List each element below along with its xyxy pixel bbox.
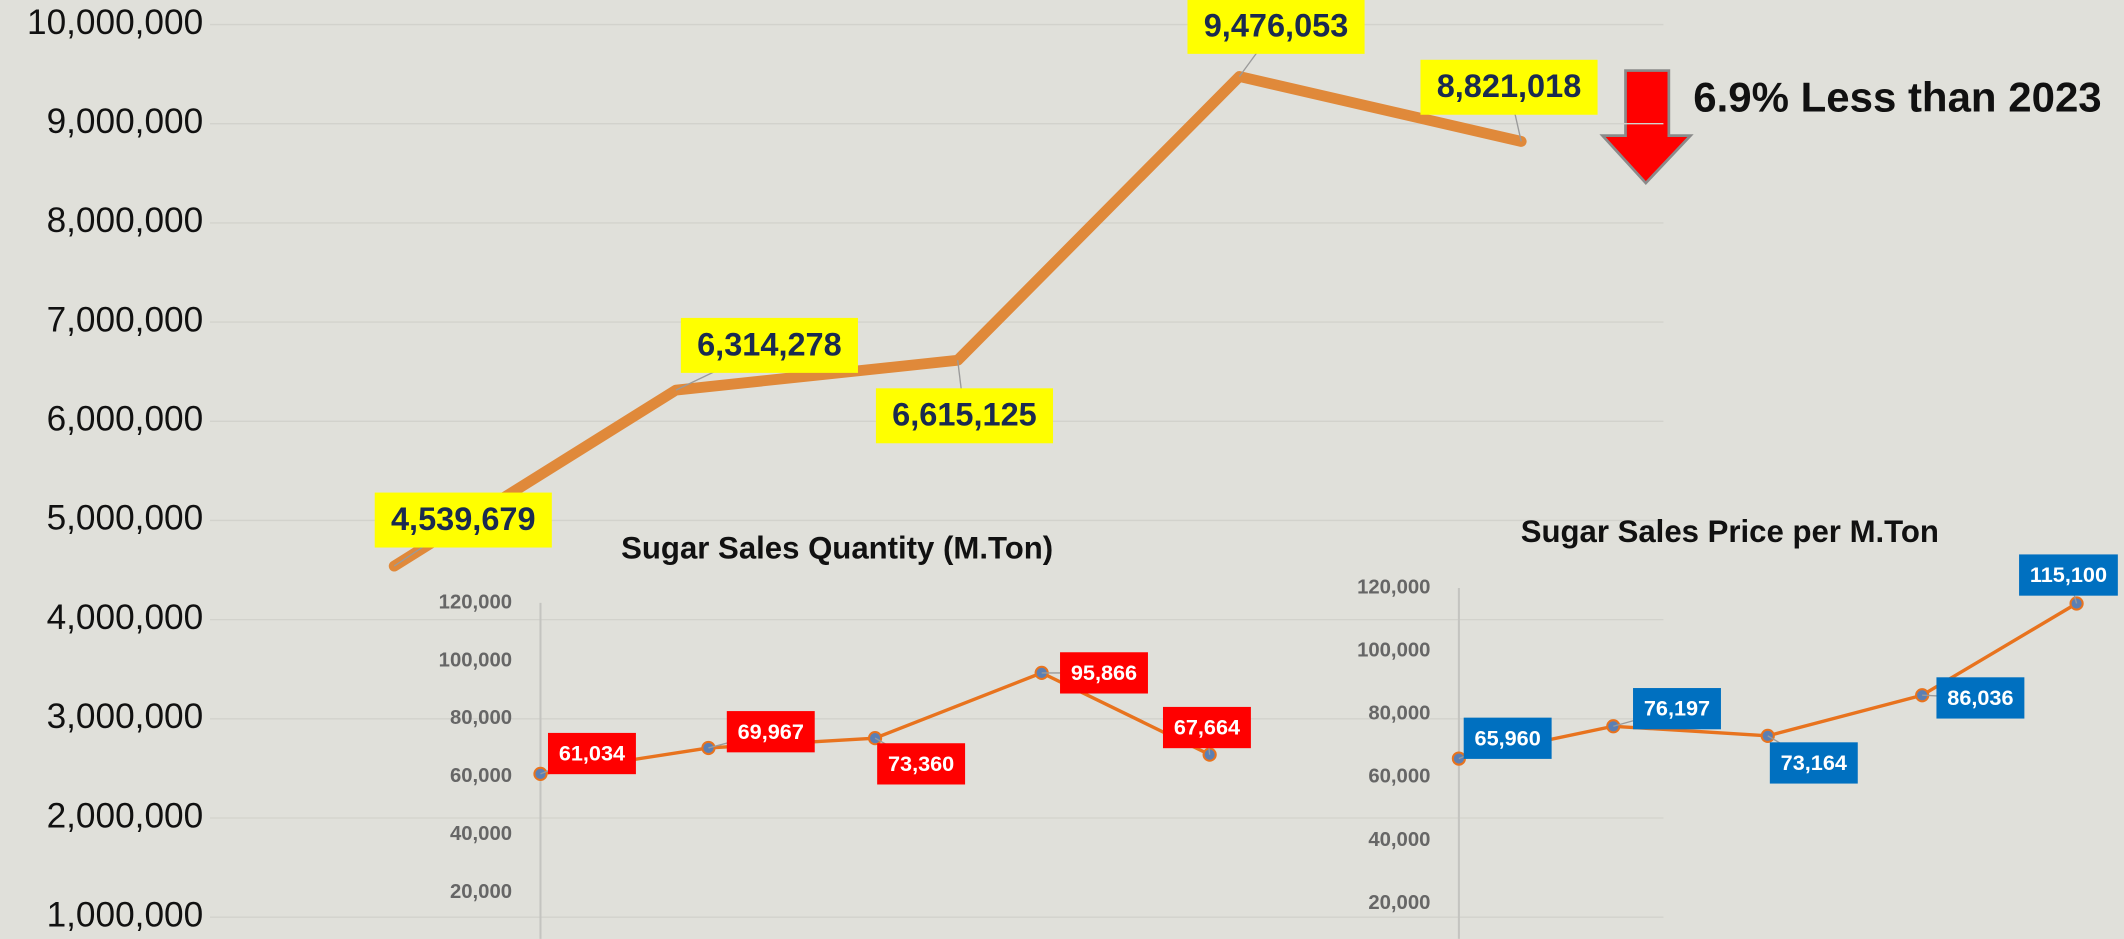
data-label-box [875, 388, 1054, 444]
y-tick-label: 20,000 [1368, 892, 1430, 914]
data-label: 61,034 [559, 741, 625, 766]
y-tick-label: 60,000 [450, 765, 512, 787]
y-tick-label: 100,000 [1357, 640, 1430, 662]
data-label-box [1633, 688, 1721, 730]
data-label: 4,539,679 [391, 501, 536, 537]
data-label-box [1936, 677, 2025, 719]
y-tick-label: 60,000 [1368, 766, 1430, 788]
data-label: 67,664 [1174, 715, 1240, 740]
y-tick-label: 6,000,000 [47, 400, 204, 439]
y-tick-label: 7,000,000 [47, 300, 204, 339]
y-tick-label: 1,000,000 [47, 895, 204, 934]
data-label: 115,100 [2030, 562, 2107, 587]
chart-title: Sugar Sales Price per M.Ton [1521, 514, 1939, 549]
y-tick-label: 9,000,000 [47, 102, 204, 141]
y-tick-label: 20,000 [450, 881, 512, 903]
chart-title: Sugar Sales Quantity (M.Ton) [621, 530, 1053, 565]
y-tick-label: 8,000,000 [47, 201, 204, 240]
data-label: 86,036 [1947, 685, 2013, 710]
y-tick-label: 5,000,000 [47, 499, 204, 538]
data-label-box [547, 732, 636, 775]
data-label-box [1060, 652, 1148, 694]
marker [2069, 596, 2084, 611]
data-label: 8,821,018 [1437, 68, 1582, 104]
y-tick-label: 10,000,000 [27, 3, 203, 42]
data-label: 73,360 [888, 751, 954, 776]
data-label: 76,197 [1644, 696, 1710, 721]
data-label-box [680, 317, 858, 373]
y-tick-label: 120,000 [439, 591, 512, 613]
data-label-box [2019, 554, 2118, 596]
data-label-box [374, 492, 552, 548]
data-label-box [1420, 59, 1598, 115]
y-tick-label: 2,000,000 [47, 796, 204, 835]
down-arrow [1599, 69, 1694, 185]
data-label: 6,615,125 [892, 397, 1037, 433]
y-tick-label: 80,000 [1368, 703, 1430, 725]
y-tick-label: 120,000 [1357, 576, 1430, 598]
data-label: 6,314,278 [697, 326, 842, 362]
y-tick-label: 40,000 [450, 823, 512, 845]
data-label: 9,476,053 [1204, 7, 1349, 43]
y-tick-label: 40,000 [1368, 829, 1430, 851]
line [388, 71, 1527, 572]
marker [867, 731, 883, 746]
data-label: 95,866 [1071, 660, 1137, 685]
data-label-box [1162, 706, 1251, 749]
data-label-box [726, 711, 815, 753]
y-tick-label: 80,000 [450, 707, 512, 729]
data-label-box [1463, 717, 1552, 759]
data-label: 73,164 [1781, 750, 1847, 775]
annotation: 6.9% Less than 2023 [1693, 73, 2101, 120]
y-tick-label: 100,000 [439, 649, 512, 671]
y-tick-label: 3,000,000 [47, 697, 204, 736]
data-label-box [1187, 0, 1365, 54]
marker [533, 766, 548, 781]
data-label: 65,960 [1475, 725, 1541, 750]
data-label-box [1769, 742, 1858, 784]
data-label: 69,967 [738, 719, 804, 744]
data-label-box [877, 743, 966, 785]
y-tick-label: 4,000,000 [47, 598, 204, 637]
